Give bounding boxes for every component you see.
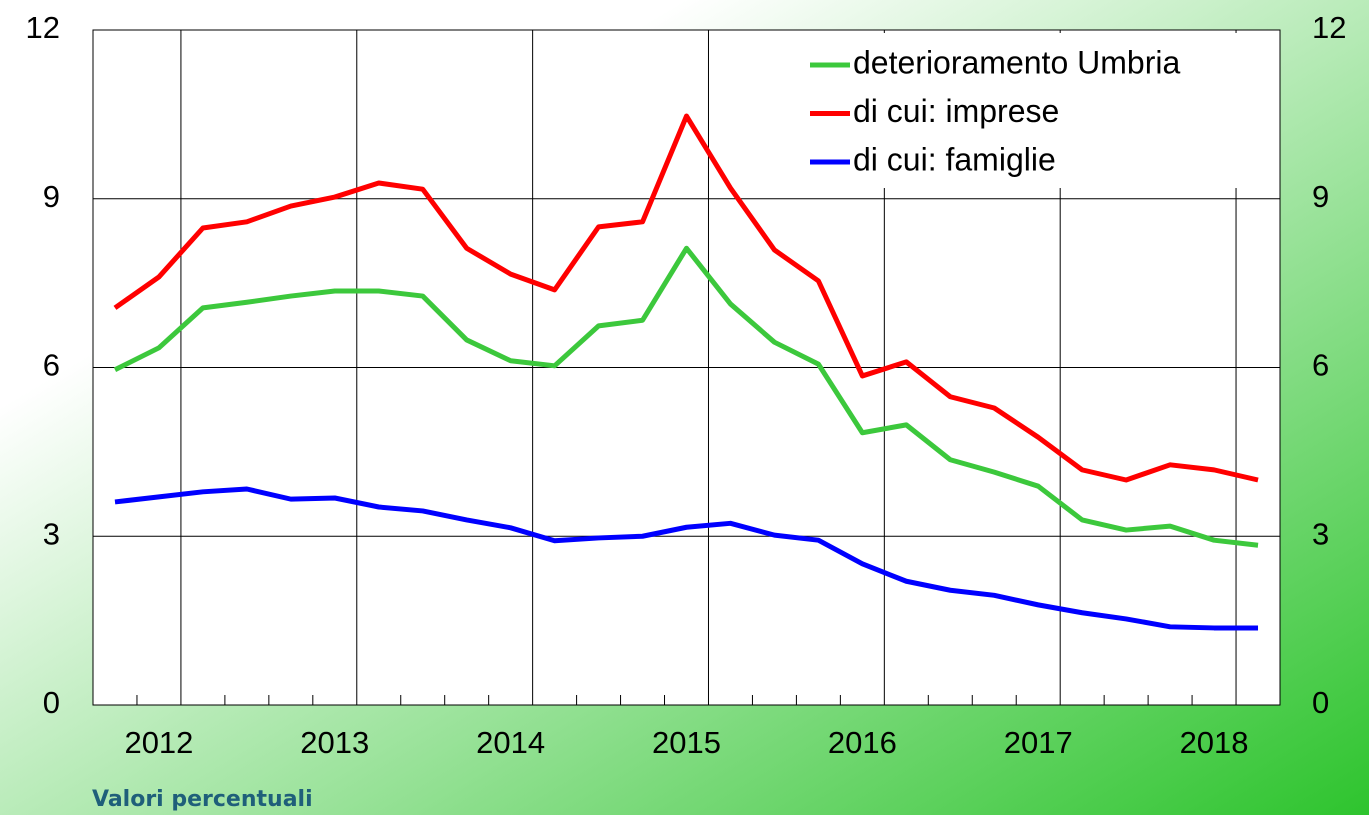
x-tick-label: 2013 bbox=[300, 725, 369, 760]
x-tick-label: 2017 bbox=[1004, 725, 1073, 760]
series-line bbox=[113, 245, 1259, 548]
y2-tick-label: 3 bbox=[1312, 516, 1329, 551]
y2-tick-label: 12 bbox=[1312, 10, 1346, 45]
series-line bbox=[113, 113, 1259, 483]
x-tick-label: 2014 bbox=[476, 725, 545, 760]
legend-label: di cui: famiglie bbox=[853, 141, 1056, 177]
series-line bbox=[114, 486, 1259, 631]
y-tick-label: 3 bbox=[43, 516, 60, 551]
y-tick-label: 12 bbox=[26, 10, 60, 45]
y2-tick-label: 9 bbox=[1312, 179, 1329, 214]
x-tick-label: 2012 bbox=[124, 725, 193, 760]
x-tick-label: 2015 bbox=[652, 725, 721, 760]
x-tick-label: 2018 bbox=[1180, 725, 1249, 760]
legend-label: deterioramento Umbria bbox=[853, 44, 1180, 80]
x-tick-label: 2016 bbox=[828, 725, 897, 760]
y-tick-label: 0 bbox=[43, 685, 60, 720]
y-tick-label: 9 bbox=[43, 179, 60, 214]
legend-label: di cui: imprese bbox=[853, 93, 1059, 129]
y2-tick-label: 6 bbox=[1312, 348, 1329, 383]
caption: Valori percentuali bbox=[92, 787, 313, 812]
y2-tick-label: 0 bbox=[1312, 685, 1329, 720]
legend-box bbox=[805, 33, 1279, 188]
y-tick-label: 6 bbox=[43, 348, 60, 383]
